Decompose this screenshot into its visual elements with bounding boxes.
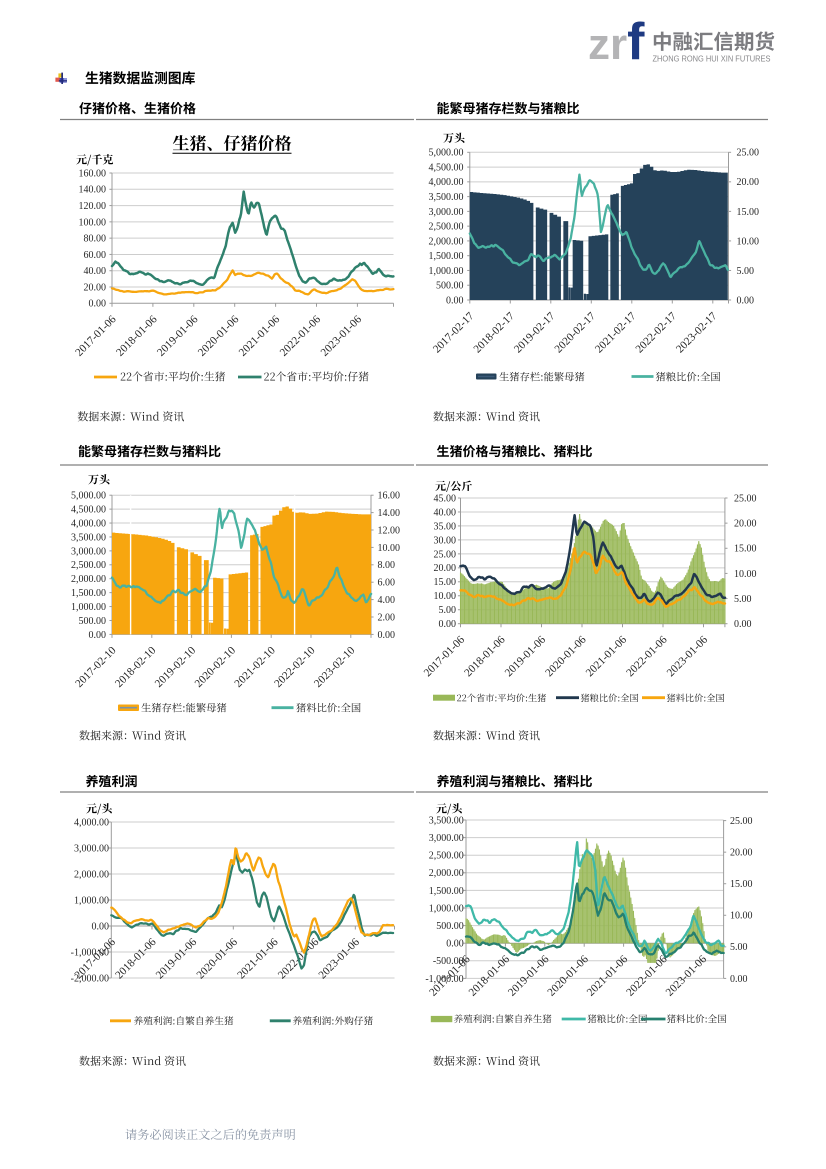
svg-text:35.00: 35.00	[434, 521, 457, 532]
svg-text:3,000.00: 3,000.00	[74, 843, 109, 854]
svg-text:3,000.00: 3,000.00	[429, 833, 464, 844]
svg-text:2,000.00: 2,000.00	[71, 574, 106, 585]
svg-text:25.00: 25.00	[737, 148, 760, 159]
svg-text:2,000.00: 2,000.00	[429, 868, 464, 879]
svg-text:0.00: 0.00	[439, 619, 457, 630]
svg-text:20.00: 20.00	[734, 519, 757, 530]
svg-text:5.00: 5.00	[734, 594, 752, 605]
svg-text:1,500.00: 1,500.00	[429, 886, 464, 897]
svg-text:-1,000.00: -1,000.00	[71, 947, 109, 958]
svg-text:80.00: 80.00	[84, 234, 107, 245]
svg-text:25.00: 25.00	[434, 549, 457, 560]
svg-text:2,500.00: 2,500.00	[429, 222, 464, 233]
svg-text:4,000.00: 4,000.00	[74, 817, 109, 828]
svg-text:160.00: 160.00	[79, 168, 107, 179]
svg-text:0.00: 0.00	[737, 295, 755, 306]
svg-text:4,500.00: 4,500.00	[71, 505, 106, 516]
svg-text:3,500.00: 3,500.00	[71, 532, 106, 543]
svg-text:15.00: 15.00	[730, 879, 753, 890]
svg-text:120.00: 120.00	[79, 201, 107, 212]
svg-text:140.00: 140.00	[79, 185, 107, 196]
svg-text:0.00: 0.00	[89, 299, 107, 310]
svg-text:500.00: 500.00	[79, 616, 107, 627]
svg-text:-1,000.00: -1,000.00	[425, 974, 463, 985]
svg-text:0.00: 0.00	[378, 630, 396, 641]
svg-text:2.00: 2.00	[378, 612, 396, 623]
svg-text:5.00: 5.00	[439, 605, 457, 616]
svg-text:0.00: 0.00	[89, 630, 107, 641]
svg-text:3,500.00: 3,500.00	[429, 815, 464, 826]
svg-text:10.00: 10.00	[734, 569, 757, 580]
svg-text:1,500.00: 1,500.00	[71, 588, 106, 599]
svg-text:5,000.00: 5,000.00	[71, 491, 106, 502]
svg-text:3,000.00: 3,000.00	[429, 207, 464, 218]
svg-text:20.00: 20.00	[730, 848, 753, 859]
svg-text:3,000.00: 3,000.00	[71, 546, 106, 557]
svg-text:2,500.00: 2,500.00	[429, 851, 464, 862]
svg-text:25.00: 25.00	[734, 493, 757, 504]
svg-text:zrf: zrf	[588, 13, 645, 71]
svg-text:3,500.00: 3,500.00	[429, 192, 464, 203]
svg-text:20.00: 20.00	[737, 177, 760, 188]
svg-text:16.00: 16.00	[378, 491, 401, 502]
svg-text:4,000.00: 4,000.00	[429, 177, 464, 188]
svg-text:1,500.00: 1,500.00	[429, 251, 464, 262]
svg-text:100.00: 100.00	[79, 217, 107, 228]
svg-text:15.00: 15.00	[434, 577, 457, 588]
svg-text:500.00: 500.00	[436, 921, 464, 932]
svg-text:0.00: 0.00	[92, 921, 110, 932]
svg-text:8.00: 8.00	[378, 560, 396, 571]
svg-text:25.00: 25.00	[730, 816, 753, 827]
svg-text:4.00: 4.00	[378, 595, 396, 606]
svg-text:1,000.00: 1,000.00	[429, 903, 464, 914]
svg-text:1,000.00: 1,000.00	[71, 602, 106, 613]
svg-text:10.00: 10.00	[730, 911, 753, 922]
svg-text:12.00: 12.00	[378, 525, 401, 536]
svg-text:60.00: 60.00	[84, 250, 107, 261]
svg-text:15.00: 15.00	[737, 207, 760, 218]
svg-text:2,500.00: 2,500.00	[71, 560, 106, 571]
svg-text:40.00: 40.00	[434, 507, 457, 518]
svg-text:4,000.00: 4,000.00	[71, 518, 106, 529]
svg-text:1,000.00: 1,000.00	[429, 266, 464, 277]
svg-text:14.00: 14.00	[378, 508, 401, 519]
svg-text:1,000.00: 1,000.00	[74, 895, 109, 906]
svg-text:15.00: 15.00	[734, 544, 757, 555]
svg-text:ZHONG RONG HUI XIN FUTURES: ZHONG RONG HUI XIN FUTURES	[653, 54, 771, 64]
svg-text:45.00: 45.00	[434, 493, 457, 504]
svg-text:10.00: 10.00	[378, 543, 401, 554]
svg-text:4,500.00: 4,500.00	[429, 163, 464, 174]
svg-text:5.00: 5.00	[730, 942, 748, 953]
svg-text:5,000.00: 5,000.00	[429, 148, 464, 159]
svg-text:20.00: 20.00	[434, 563, 457, 574]
svg-text:0.00: 0.00	[446, 939, 464, 950]
svg-text:5.00: 5.00	[737, 266, 755, 277]
svg-text:2,000.00: 2,000.00	[74, 869, 109, 880]
svg-text:0.00: 0.00	[446, 295, 464, 306]
svg-text:-2,000.00: -2,000.00	[71, 973, 109, 984]
svg-text:2,000.00: 2,000.00	[429, 236, 464, 247]
svg-text:-500.00: -500.00	[433, 956, 464, 967]
svg-text:6.00: 6.00	[378, 578, 396, 589]
svg-text:10.00: 10.00	[434, 591, 457, 602]
svg-text:30.00: 30.00	[434, 535, 457, 546]
svg-text:0.00: 0.00	[730, 974, 748, 985]
svg-text:40.00: 40.00	[84, 266, 107, 277]
svg-text:10.00: 10.00	[737, 236, 760, 247]
svg-text:500.00: 500.00	[436, 281, 464, 292]
svg-text:0.00: 0.00	[734, 619, 752, 630]
svg-text:20.00: 20.00	[84, 282, 107, 293]
